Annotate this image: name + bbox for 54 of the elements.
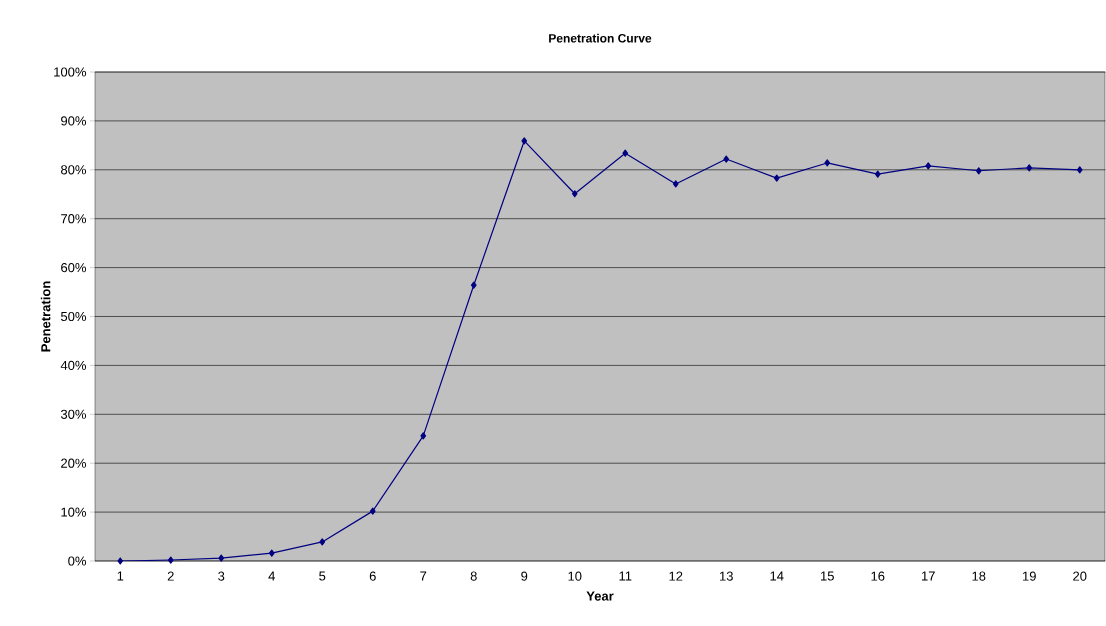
point xyxy=(975,167,982,175)
x-tick-label: 17 xyxy=(922,571,935,581)
x-tick-label: 14 xyxy=(770,571,784,581)
point xyxy=(521,137,528,145)
y-tick-label: 10% xyxy=(61,507,87,517)
x-tick-label: 20 xyxy=(1073,571,1087,581)
x-tick-label: 9 xyxy=(521,571,528,581)
y-tick-label: 70% xyxy=(61,214,87,224)
point xyxy=(824,159,831,167)
point xyxy=(1076,166,1083,174)
x-tick-label: 4 xyxy=(268,571,275,581)
point xyxy=(723,155,730,163)
x-tick-label: 1 xyxy=(117,571,124,581)
point xyxy=(672,180,679,188)
point xyxy=(369,507,376,515)
x-tick-label: 8 xyxy=(470,571,477,581)
point xyxy=(874,170,881,178)
y-tick-label: 40% xyxy=(60,360,87,370)
y-tick-label: 90% xyxy=(61,116,87,126)
x-tick-label: 19 xyxy=(1022,571,1036,581)
point xyxy=(167,556,174,564)
point xyxy=(218,554,225,562)
point xyxy=(571,190,578,198)
x-tick-label: 12 xyxy=(669,571,683,581)
x-axis-title: Year xyxy=(586,591,614,601)
y-tick-label: 100% xyxy=(54,67,87,77)
point xyxy=(319,538,326,546)
x-tick-label: 11 xyxy=(619,571,632,581)
point xyxy=(470,281,477,289)
point xyxy=(622,149,629,157)
x-tick-label: 15 xyxy=(821,571,834,581)
x-tick-label: 7 xyxy=(420,571,427,581)
x-tick-label: 5 xyxy=(319,571,326,581)
y-tick-label: 50% xyxy=(60,311,87,322)
point xyxy=(117,557,124,565)
point xyxy=(420,432,427,440)
y-tick-label: 30% xyxy=(60,409,87,419)
y-tick-label: 20% xyxy=(61,458,87,468)
x-tick-label: 16 xyxy=(871,571,885,581)
x-tick-label: 3 xyxy=(218,571,225,581)
y-axis-title: Penetration xyxy=(40,281,51,352)
x-tick-label: 13 xyxy=(720,571,733,581)
x-tick-label: 18 xyxy=(972,571,986,581)
y-tick-label: 80% xyxy=(61,165,87,175)
point xyxy=(1026,164,1033,172)
point xyxy=(773,174,780,182)
x-tick-label: 6 xyxy=(369,571,376,581)
chart-title: Penetration Curve xyxy=(549,33,652,43)
x-tick-label: 10 xyxy=(568,571,582,581)
y-tick-label: 60% xyxy=(61,262,87,273)
x-tick-label: 2 xyxy=(167,571,174,581)
point xyxy=(268,549,275,557)
point xyxy=(925,162,932,170)
y-tick-label: 0% xyxy=(68,556,87,566)
